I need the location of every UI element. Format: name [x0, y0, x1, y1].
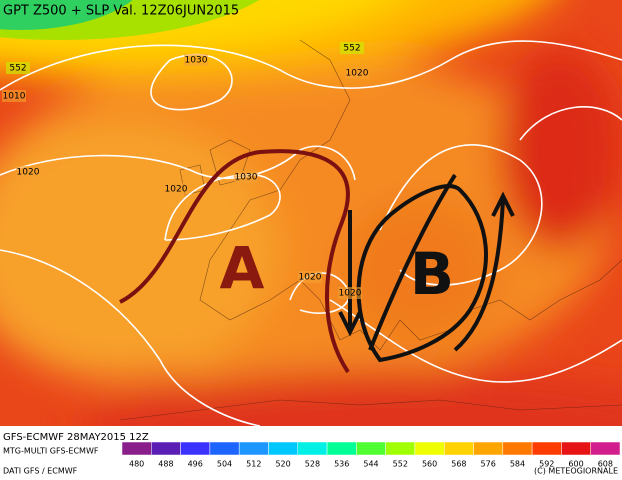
scale-swatch: [326, 441, 357, 456]
contour-label: 552: [9, 64, 26, 74]
annotation: A: [220, 234, 265, 302]
scale-label: 592: [539, 460, 554, 469]
isobar: [329, 299, 622, 383]
scale-swatch: [473, 441, 504, 456]
scale-label: 552: [393, 460, 408, 469]
contour-label: 552: [343, 44, 360, 54]
scale-label: 520: [275, 460, 290, 469]
isobar: [519, 106, 622, 141]
contour-label: 1020: [299, 273, 322, 283]
label-bg: [338, 287, 362, 299]
scale-swatch: [238, 441, 269, 456]
coastline: [119, 399, 622, 421]
scale-label: 512: [246, 460, 261, 469]
scale-label: 488: [158, 460, 173, 469]
scale-label: 560: [422, 460, 437, 469]
arrow: [453, 191, 515, 352]
oval: [356, 184, 488, 363]
scale-swatch: [268, 441, 299, 456]
label-bg: [298, 271, 322, 283]
scale-label: 504: [217, 460, 232, 469]
contour-label: 1020: [346, 69, 369, 79]
scale-swatch: [180, 441, 211, 456]
scale-swatch: [209, 441, 240, 456]
scale-label: 608: [598, 460, 613, 469]
label-bg: [2, 90, 26, 102]
scale-label: 496: [188, 460, 203, 469]
annotation: B: [410, 240, 454, 308]
map-title: GPT Z500 + SLP Val. 12Z06JUN2015: [3, 4, 239, 19]
label-bg: [184, 54, 208, 66]
contour-label: 1020: [339, 289, 362, 299]
scale-label: 528: [305, 460, 320, 469]
label-bg: [234, 171, 258, 183]
model-info: MTG-MULTI GFS-ECMWF: [3, 447, 99, 456]
scale-swatch: [121, 441, 152, 456]
scale-swatch: [561, 441, 591, 456]
isobar: [0, 40, 622, 91]
scale-label: 536: [334, 460, 349, 469]
scale-label: 576: [481, 460, 496, 469]
arrow: [368, 173, 457, 351]
contour-label: 1030: [235, 173, 258, 183]
scale-swatch: [297, 441, 328, 456]
run-info: GFS-ECMWF 28MAY2015 12Z: [3, 432, 149, 443]
isobar: [164, 173, 281, 241]
scale-swatch: [414, 441, 445, 456]
label-bg: [340, 42, 364, 54]
credit: (C) METEOGIORNALE: [534, 467, 618, 476]
scale-swatch: [151, 441, 181, 456]
coastline: [199, 39, 622, 351]
scale-label: 480: [129, 460, 144, 469]
contour-label: 1020: [17, 168, 40, 178]
scale-swatch: [356, 441, 386, 456]
scale-label: 600: [568, 460, 583, 469]
label-bg: [345, 67, 369, 79]
arrow: [338, 210, 362, 337]
scale-swatch: [531, 441, 562, 456]
source-info: DATI GFS / ECMWF: [3, 467, 78, 476]
label-bg: [16, 166, 40, 178]
label-bg: [164, 183, 188, 195]
isobar: [0, 249, 261, 426]
scale-label: 584: [510, 460, 525, 469]
isobar: [379, 144, 543, 286]
arrow: [119, 149, 350, 374]
scale-swatch: [590, 441, 621, 456]
isobar: [150, 53, 233, 111]
scale-swatch: [443, 441, 474, 456]
scale-label: 544: [363, 460, 378, 469]
scale-swatch: [502, 441, 533, 456]
contour-label: 1020: [165, 185, 188, 195]
contour-label: 1010: [3, 92, 26, 102]
contour-label: 1030: [185, 56, 208, 66]
scale-swatch: [385, 441, 416, 456]
scale-label: 568: [451, 460, 466, 469]
label-bg: [6, 62, 30, 74]
